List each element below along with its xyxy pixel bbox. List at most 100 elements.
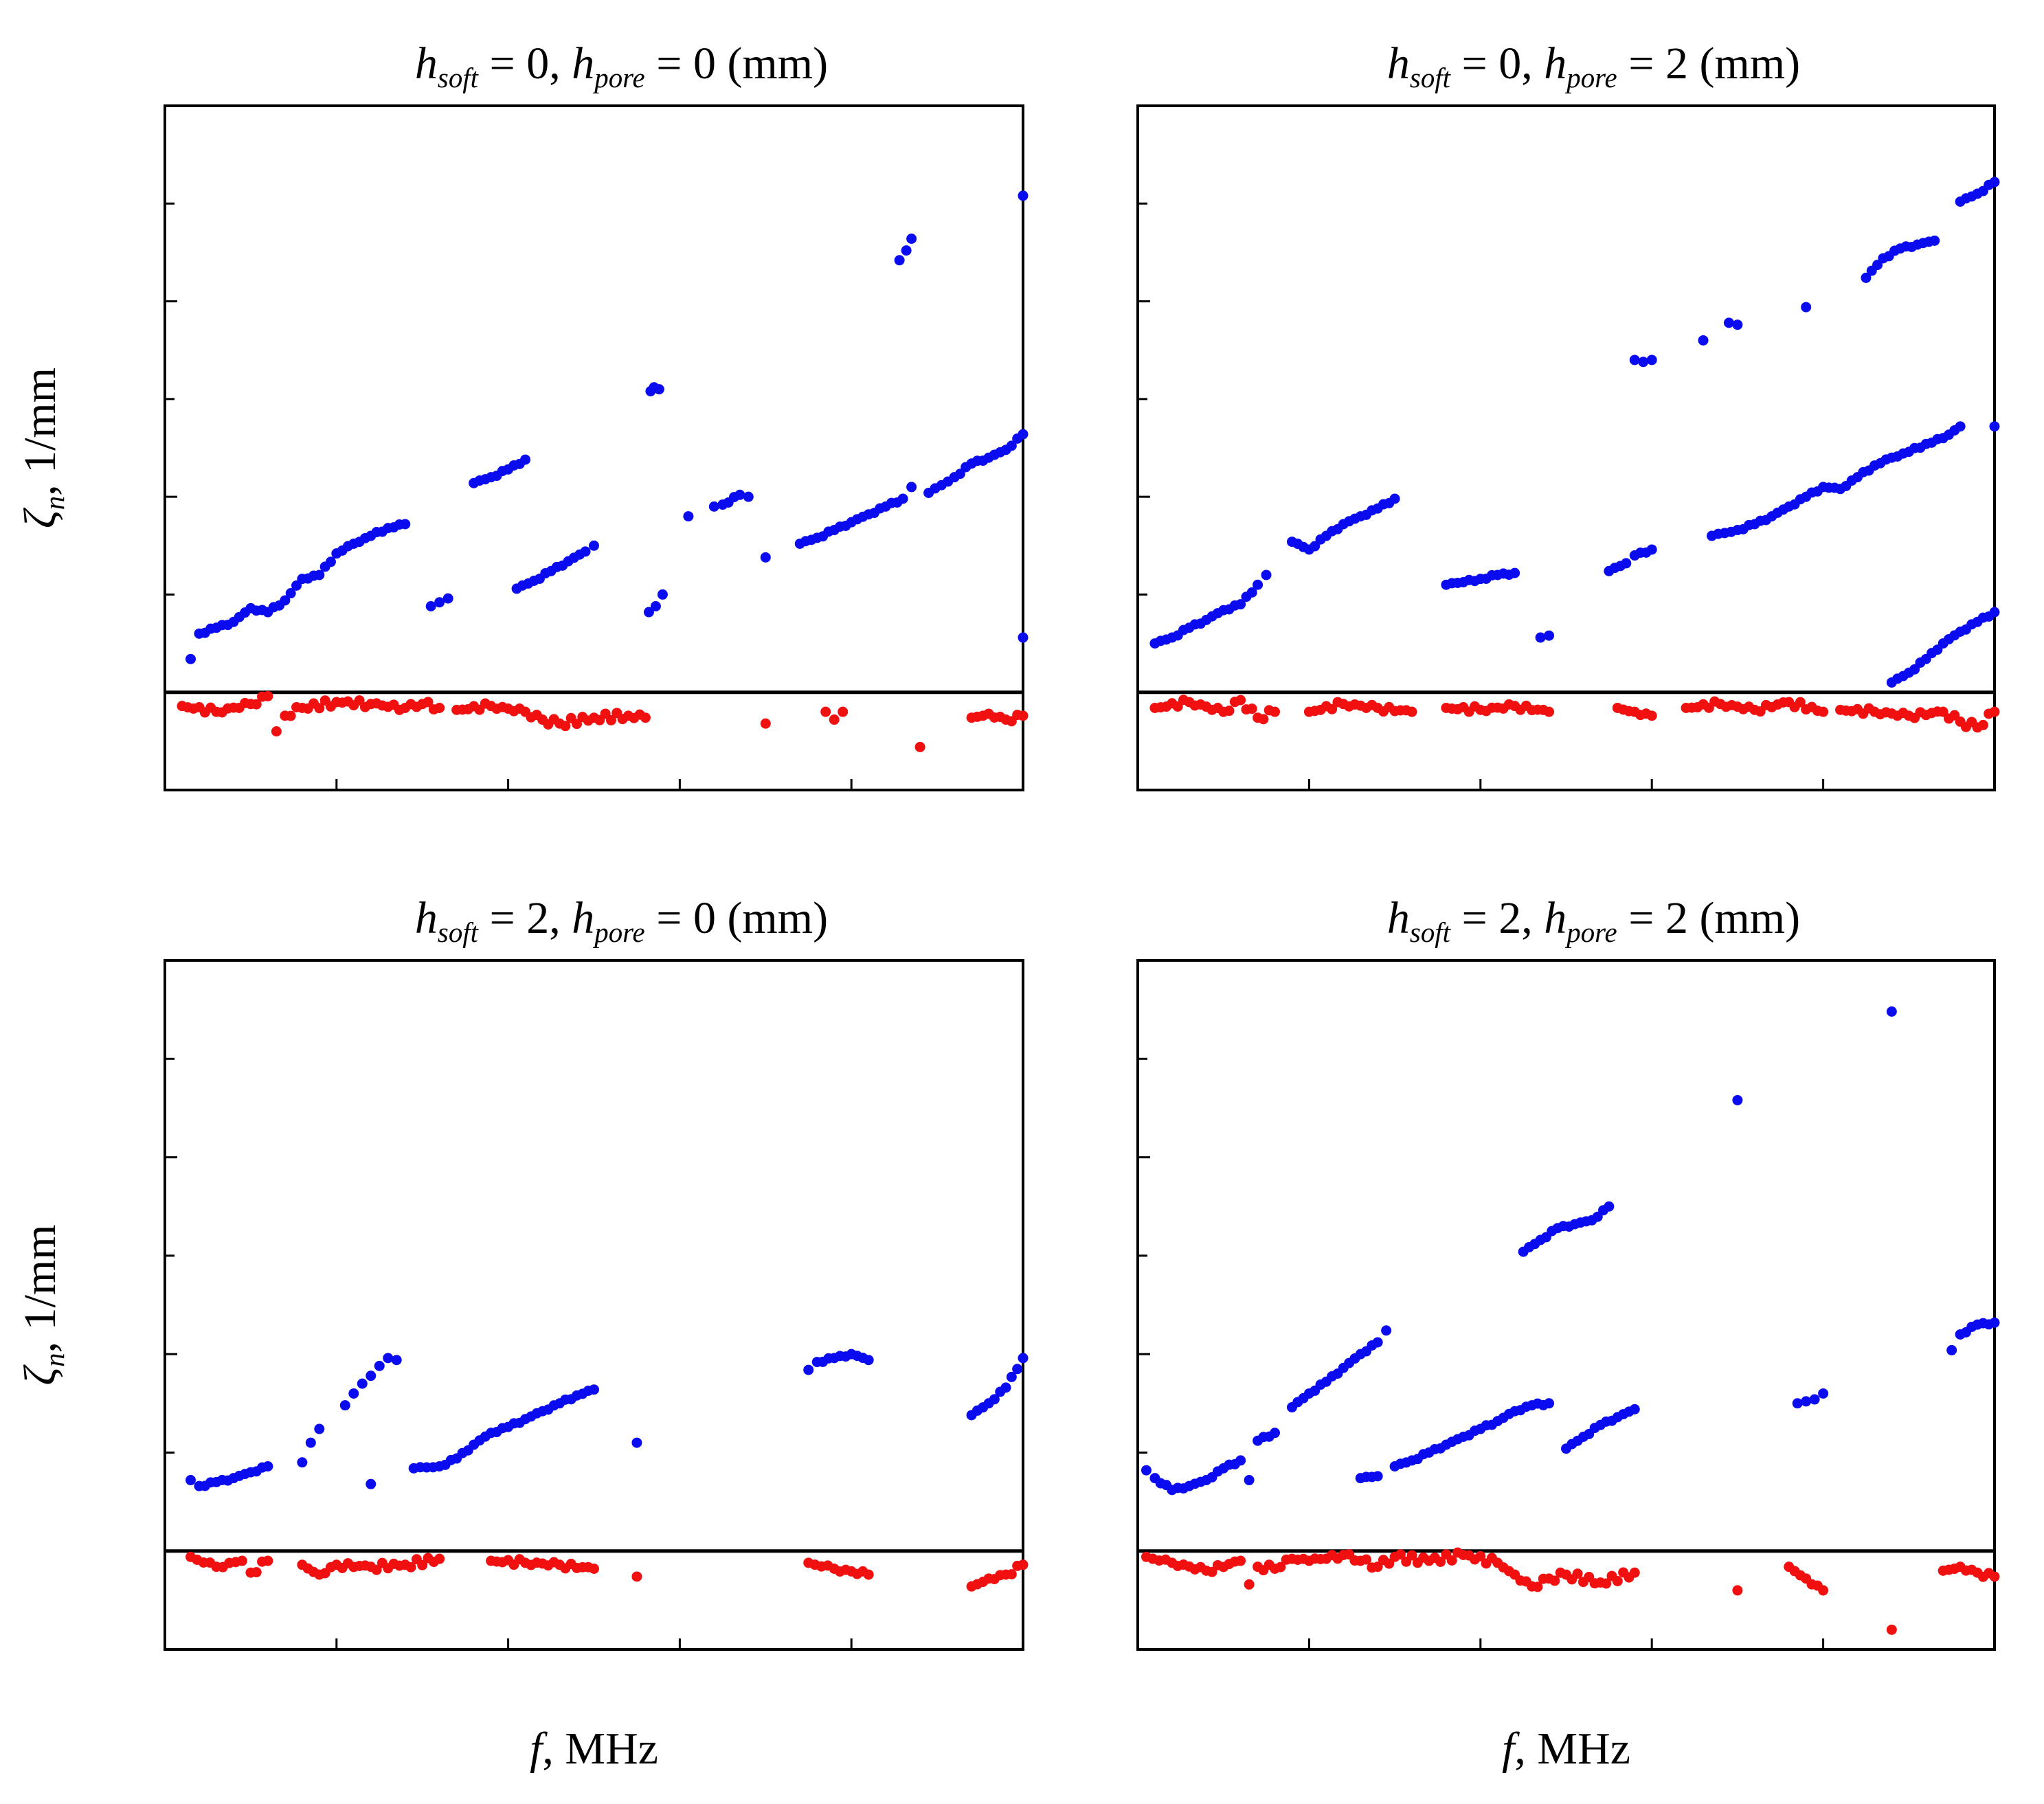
data-point [1801,302,1812,313]
data-point [863,1355,874,1366]
data-point [1244,1475,1255,1486]
title-h: h [1544,38,1566,89]
data-point [1646,354,1657,365]
title-h: h [415,893,438,943]
series-negative [185,1551,1029,1592]
data-point [1246,703,1257,714]
title-subscript: soft [438,63,480,93]
data-point [1446,1555,1457,1566]
data-point [305,1437,316,1448]
data-point [434,1553,445,1564]
data-point [1809,1394,1820,1405]
data-point [400,519,411,530]
data-point [262,690,273,701]
data-point [631,1571,642,1582]
title-value: = 2 (mm) [1617,893,1800,943]
data-point [1018,190,1029,201]
plot-frame [164,104,1024,791]
data-point [803,1364,814,1375]
data-point [1235,599,1246,610]
data-point [650,601,661,612]
data-point [285,710,296,721]
panel-title: hsoft = 2, hpore = 0 (mm) [415,893,828,948]
data-point [1698,335,1709,346]
data-point [280,595,291,606]
title-h: h [1387,38,1410,89]
data-point [1732,319,1743,330]
data-point [1406,706,1417,717]
data-point [1886,1624,1897,1635]
data-point [374,1360,385,1371]
data-point [1270,706,1281,717]
data-point [1989,607,2000,618]
data-point [1646,710,1657,721]
data-point [906,234,917,245]
title-subscript: pore [1564,917,1617,948]
data-point [1629,1567,1640,1578]
title-subscript: soft [1410,63,1452,93]
data-point [989,1394,1000,1405]
data-point [708,501,719,512]
data-point [1389,493,1400,504]
data-point [1989,706,2000,717]
data-point [1572,1568,1583,1579]
data-point [297,1457,308,1468]
data-point [580,546,591,557]
data-point [251,699,262,710]
data-point [1384,1558,1395,1569]
data-point [1604,1201,1615,1212]
data-point [1310,541,1321,552]
data-point [366,1371,377,1382]
data-point [314,570,325,580]
y-axis-label-subscript: n [39,1353,70,1366]
y-axis-label: ζn, 1/mm [15,1224,70,1385]
data-point [1818,1388,1829,1399]
data-point [1018,1559,1029,1570]
data-point [1235,1555,1246,1566]
y-axis-label: ζn, 1/mm [15,368,70,528]
data-point [271,726,282,737]
data-point [1792,1398,1803,1409]
data-point [901,245,912,256]
data-point [1246,587,1257,598]
data-point [1909,664,1920,675]
data-point [572,719,583,730]
data-point [1929,235,1940,246]
data-point [325,556,336,567]
data-point [262,1461,273,1472]
data-point [1395,1549,1406,1560]
data-point [897,493,908,504]
panel-title: hsoft = 2, hpore = 2 (mm) [1387,893,1800,948]
data-point [423,697,434,708]
data-point [734,489,745,500]
data-point [285,588,296,599]
x-axis-label: f, MHz [530,1724,658,1774]
data-point [1544,706,1555,717]
data-point [1258,714,1269,725]
data-point [357,1378,368,1389]
data-point [589,540,599,551]
data-point [1012,1364,1023,1375]
data-point [1818,1585,1829,1596]
title-value: = 0 (mm) [645,38,828,89]
data-point [1989,1571,2000,1582]
title-subscript: pore [592,63,644,93]
data-point [1018,1353,1029,1364]
data-point [760,718,771,729]
plot-frame [1136,104,1996,791]
data-point [1381,1325,1392,1336]
data-point [906,482,917,493]
data-point [760,552,771,563]
data-point [1795,697,1806,708]
data-point [1435,1556,1446,1567]
data-point [1886,1006,1897,1017]
data-point [1544,630,1555,641]
data-point [643,607,654,618]
data-point [434,597,445,608]
data-point [657,589,668,600]
title-subscript: soft [438,917,480,948]
data-point [914,741,925,752]
title-h: h [415,38,438,89]
data-point [1646,544,1657,555]
